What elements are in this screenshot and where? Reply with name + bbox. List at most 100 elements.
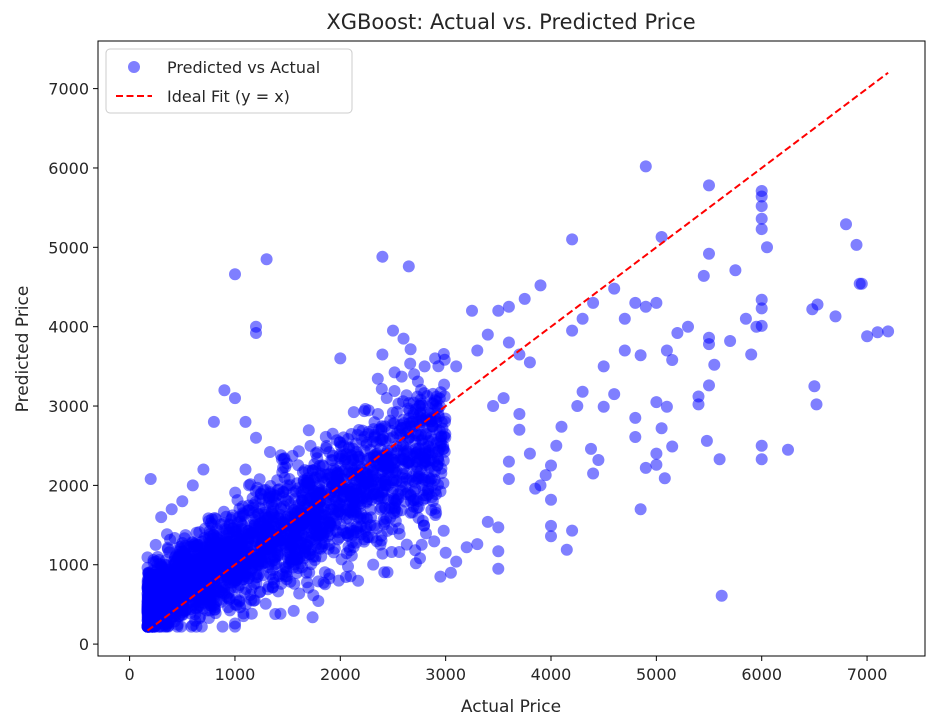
scatter-point (634, 349, 647, 362)
scatter-point (729, 264, 742, 277)
scatter-point (529, 482, 542, 495)
scatter-point (382, 493, 394, 506)
scatter-point (376, 348, 389, 361)
scatter-point (492, 304, 505, 317)
scatter-point (576, 312, 589, 325)
scatter-point (655, 422, 668, 435)
scatter-point (239, 463, 252, 476)
scatter-point (367, 464, 379, 477)
scatter-point (724, 335, 737, 347)
scatter-point (513, 408, 526, 420)
scatter-point (216, 620, 229, 633)
scatter-point (188, 572, 200, 585)
scatter-point (330, 494, 343, 507)
scatter-point (287, 604, 300, 617)
scatter-point (397, 332, 410, 345)
x-tick-label: 2000 (320, 665, 361, 684)
scatter-point (404, 357, 417, 370)
scatter-point (144, 576, 157, 589)
scatter-point (655, 231, 668, 243)
scatter-point (377, 473, 390, 486)
scatter-point (434, 570, 447, 583)
scatter-point (321, 513, 334, 526)
scatter-point (197, 602, 210, 615)
scatter-point (355, 528, 368, 541)
scatter-point (855, 277, 868, 290)
scatter-point (220, 538, 233, 551)
scatter-point (229, 268, 241, 281)
scatter-point (304, 474, 317, 487)
scatter-point (420, 427, 433, 440)
scatter-point (178, 592, 191, 605)
scatter-point (307, 527, 320, 540)
scatter-point (492, 562, 505, 575)
ideal-fit-series (146, 71, 889, 632)
y-tick-label: 5000 (48, 238, 89, 257)
x-tick-label: 7000 (847, 665, 888, 684)
scatter-point (352, 574, 365, 587)
scatter-point (223, 526, 236, 539)
scatter-point (221, 548, 234, 561)
scatter-point (340, 571, 352, 583)
scatter-point (210, 582, 223, 595)
scatter-point (808, 380, 821, 393)
scatter-point (207, 415, 220, 428)
scatter-point (560, 543, 573, 556)
scatter-point (149, 538, 162, 551)
scatter-point (360, 438, 373, 451)
scatter-point (671, 327, 684, 339)
scatter-point (242, 572, 255, 585)
scatter-point (703, 179, 715, 192)
scatter-point (708, 358, 721, 371)
scatter-point (660, 344, 673, 357)
scatter-point (324, 528, 336, 541)
x-tick-label: 1000 (215, 665, 256, 684)
scatter-point (236, 523, 249, 536)
scatter-point (246, 532, 258, 545)
scatter-point (253, 473, 266, 486)
scatter-point (240, 583, 252, 595)
scatter-point (155, 511, 168, 524)
y-tick-label: 6000 (48, 159, 89, 178)
scatter-point (400, 389, 413, 402)
scatter-point (410, 465, 423, 478)
scatter-point (450, 360, 463, 373)
scatter-point (278, 471, 291, 484)
scatter-point (871, 326, 884, 339)
x-tick-label: 3000 (425, 665, 466, 684)
scatter-point (269, 608, 282, 620)
scatter-point (402, 260, 415, 273)
scatter-point (428, 535, 441, 548)
scatter-point (545, 530, 557, 543)
scatter-point (165, 503, 178, 516)
scatter-point (388, 385, 401, 397)
scatter-point (229, 392, 241, 405)
scatter-point (523, 356, 536, 369)
scatter-point (176, 495, 189, 508)
scatter-point (218, 384, 231, 397)
scatter-point (259, 597, 272, 610)
x-tick-label: 4000 (531, 665, 572, 684)
scatter-point (233, 594, 246, 607)
scatter-point (299, 541, 312, 554)
scatter-point (265, 505, 278, 518)
scatter-point (250, 431, 262, 444)
scatter-point (409, 557, 422, 570)
scatter-point (666, 354, 679, 366)
y-tick-label: 1000 (48, 556, 89, 575)
scatter-point (703, 379, 715, 392)
scatter-point (587, 296, 600, 309)
scatter-point (430, 423, 443, 436)
scatter-point (347, 406, 360, 419)
scatter-point (618, 312, 631, 325)
y-axis-label: Predicted Price (13, 286, 33, 413)
scatter-point (545, 519, 557, 532)
scatter-point (252, 568, 265, 581)
scatter-point (287, 486, 300, 499)
scatter-point (303, 513, 316, 526)
scatter-point (380, 392, 393, 404)
scatter-point (317, 576, 330, 589)
scatter-point (340, 483, 353, 496)
scatter-point (755, 190, 768, 203)
scatter-point (502, 473, 515, 485)
